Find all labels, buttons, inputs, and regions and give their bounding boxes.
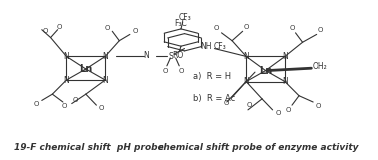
Text: O: O [224,100,229,106]
Text: N: N [282,77,288,86]
Text: 19-F chemical shift  pH probe: 19-F chemical shift pH probe [14,143,164,152]
Text: O: O [214,25,219,31]
Text: N: N [102,76,108,84]
Text: O: O [247,102,253,108]
Text: O: O [275,110,280,116]
Text: O: O [178,68,184,74]
Text: N: N [282,52,288,61]
Text: O: O [34,101,39,107]
Text: N: N [243,77,249,86]
Text: O: O [43,28,48,34]
Text: O: O [286,107,291,113]
Text: b)  R = Ac: b) R = Ac [193,94,235,103]
Text: N: N [243,52,249,61]
Text: Ln: Ln [79,64,93,74]
Text: F₃C: F₃C [175,19,187,28]
Text: O: O [316,103,321,109]
Text: O: O [62,103,67,109]
Text: O: O [132,28,138,34]
Text: NH: NH [200,43,211,52]
Text: O: O [289,25,295,31]
Text: chemical shift probe of enzyme activity: chemical shift probe of enzyme activity [158,143,359,152]
Text: O: O [57,24,62,30]
Text: O: O [243,24,249,30]
Text: O: O [318,27,323,33]
Text: N: N [64,76,69,84]
Text: RO: RO [172,51,183,60]
Text: CF₃: CF₃ [178,13,191,22]
Text: Ln: Ln [259,66,272,76]
Text: S: S [168,52,173,61]
Text: N: N [143,51,149,60]
Text: N: N [102,52,108,61]
Text: O: O [104,25,110,31]
Text: a)  R = H: a) R = H [193,72,231,81]
Text: OH₂: OH₂ [313,62,328,71]
Text: O: O [163,68,168,74]
Text: O: O [73,97,78,103]
Text: N: N [64,52,69,61]
Text: CF₃: CF₃ [213,43,226,52]
Text: O: O [99,105,104,111]
